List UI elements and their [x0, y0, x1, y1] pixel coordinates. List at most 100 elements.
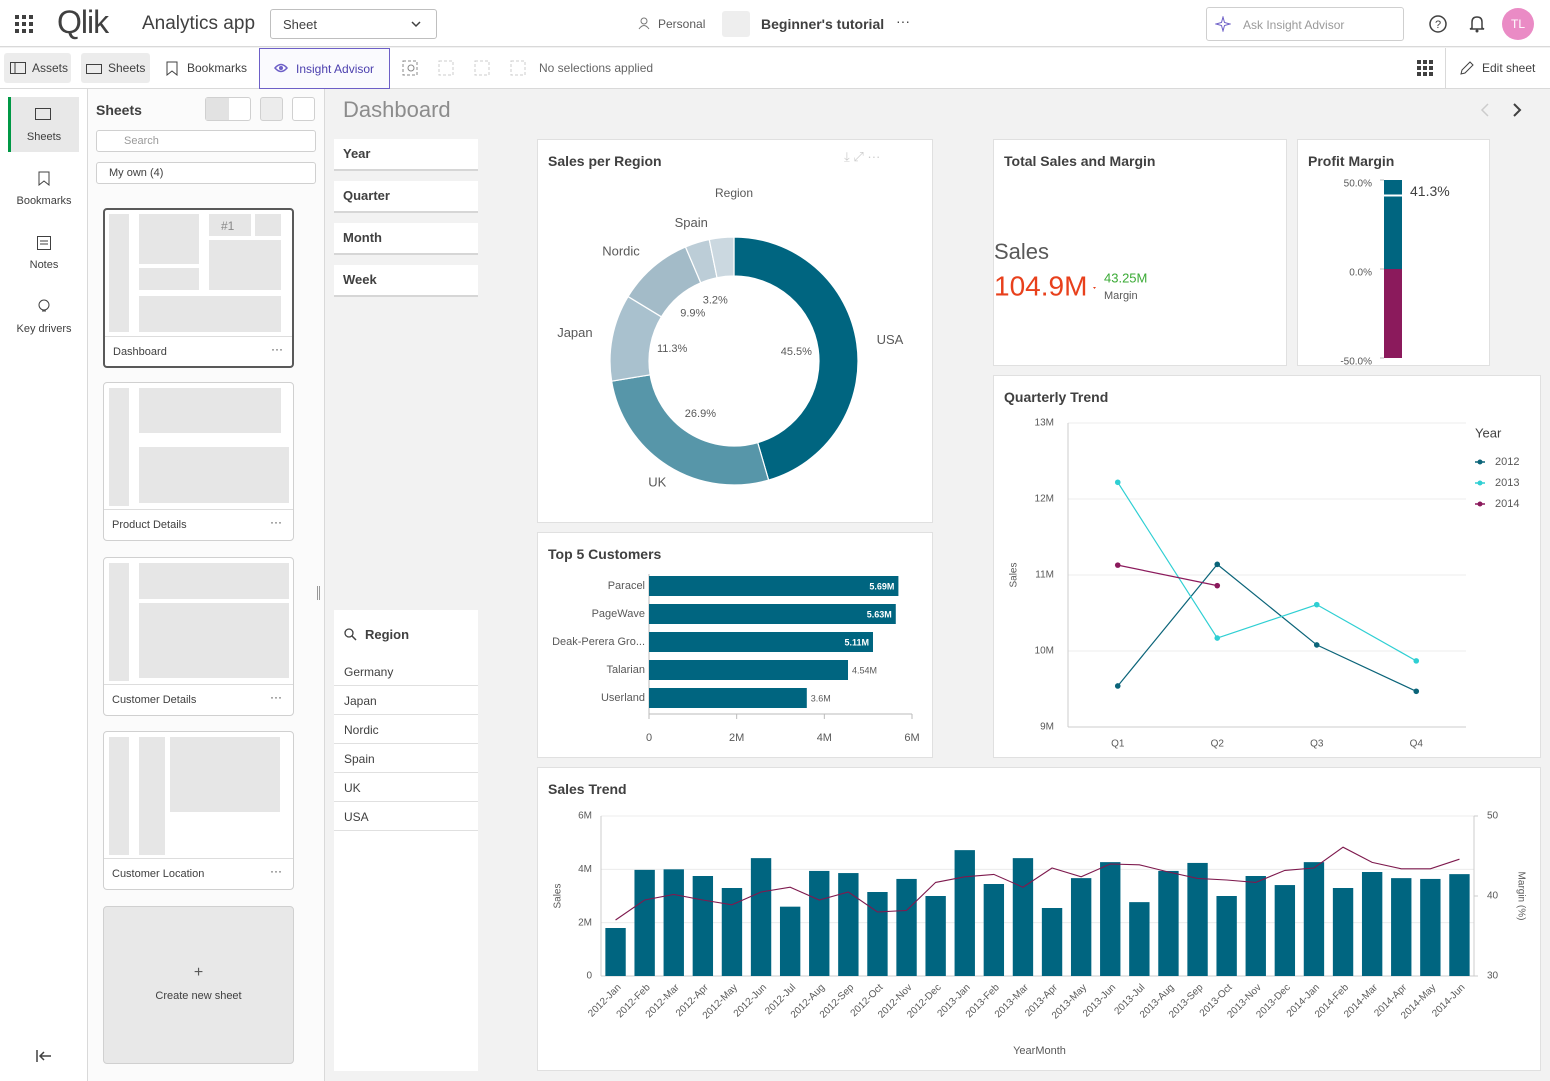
listbox-value: UK [344, 781, 361, 795]
tutorial-icon [722, 11, 750, 37]
chart-title: Sales Trend [548, 781, 627, 797]
thumb [109, 214, 129, 332]
sheet-menu[interactable]: ··· [271, 342, 283, 356]
nav-label[interactable]: Notes [29, 259, 59, 271]
avatar[interactable]: TL [1502, 8, 1534, 40]
create-sheet[interactable]: + Create new sheet [103, 906, 294, 1064]
more-menu[interactable]: ··· [896, 13, 910, 29]
avatar-initials: TL [1510, 17, 1525, 31]
sheet-nav[interactable] [1478, 102, 1528, 118]
panel-search[interactable]: Search [96, 130, 316, 152]
expand-button[interactable] [292, 97, 315, 121]
chart-card: Quarterly Trend [993, 375, 1541, 758]
sheets-panel: Sheets Search My own (4) #1 Dashboard ··… [88, 89, 325, 1081]
help-icon[interactable]: ? [1429, 15, 1447, 33]
panel-title: Sheets [96, 102, 142, 118]
search-box[interactable]: Ask Insight Advisor [1206, 7, 1404, 41]
thumb [109, 563, 129, 681]
chevron [411, 21, 421, 28]
divider [104, 684, 293, 685]
chart-card: Profit Margin [1297, 139, 1490, 366]
logo[interactable]: Qlik [57, 4, 109, 40]
thumb [170, 737, 280, 812]
svg-text:?: ? [1435, 19, 1441, 31]
sheet-menu[interactable]: ··· [270, 690, 282, 704]
sheets-button[interactable]: Sheets [81, 53, 150, 83]
filter-pane[interactable]: Week [334, 265, 478, 297]
view-select[interactable]: Sheet [270, 9, 437, 39]
insight-advisor-button[interactable]: Insight Advisor [259, 48, 390, 89]
divider [1445, 48, 1446, 89]
sparkle-icon [1215, 16, 1231, 32]
nav-active[interactable] [8, 97, 79, 152]
nav-drivers-icon [38, 299, 50, 312]
view-toggle[interactable] [205, 97, 251, 121]
thumb [139, 563, 289, 599]
pin-button[interactable] [260, 97, 283, 121]
filter-label: Month [343, 230, 382, 245]
sheets-icon [86, 64, 102, 74]
assets-button[interactable]: Assets [4, 53, 71, 83]
sheet-card[interactable]: #1 Dashboard ··· [103, 208, 294, 368]
resize-handle[interactable] [317, 586, 320, 600]
thumb: #1 [209, 214, 251, 236]
chart-card: Top 5 Customers [537, 532, 933, 758]
edit-sheet-button[interactable]: Edit sheet [1446, 48, 1550, 89]
chart-card: Total Sales and Margin [993, 139, 1287, 366]
thumb [139, 603, 289, 678]
sheet-menu[interactable]: ··· [270, 515, 282, 529]
space: Personal [658, 17, 706, 31]
filter-pane[interactable]: Month [334, 223, 478, 255]
apps-icon[interactable] [15, 15, 33, 33]
filter-label: Quarter [343, 188, 390, 203]
assets-icon [10, 62, 26, 74]
thumb [139, 214, 199, 264]
collapse-icon[interactable] [36, 1050, 52, 1062]
sheet-name: Customer Location [112, 868, 205, 880]
filter-pane[interactable]: Quarter [334, 181, 478, 213]
chart-title: Total Sales and Margin [1004, 153, 1156, 169]
listbox-row[interactable]: Germany [334, 657, 478, 686]
filter-select-text: My own (4) [109, 167, 164, 179]
search-placeholder: Ask Insight Advisor [1243, 18, 1345, 32]
grid-view[interactable] [206, 98, 229, 120]
nav-label[interactable]: Bookmarks [16, 195, 72, 207]
chart-card: Sales per Region ⤓ ⤢ ··· [537, 139, 933, 523]
bookmarks-button[interactable]: Bookmarks [160, 53, 251, 83]
sheet-card[interactable]: Customer Location ··· [103, 731, 294, 890]
listbox-row[interactable]: Nordic [334, 715, 478, 744]
sheet-menu[interactable]: ··· [270, 864, 282, 878]
thumb [255, 214, 281, 236]
edit-sheet-label: Edit sheet [1482, 61, 1536, 75]
filter-pane[interactable]: Year [334, 139, 478, 171]
bookmark-icon [166, 61, 178, 76]
chart-title: Profit Margin [1308, 153, 1395, 169]
filter-select[interactable]: My own (4) [96, 162, 316, 184]
divider [104, 509, 293, 510]
chart-tools[interactable]: ⤓ ⤢ ··· [844, 149, 881, 164]
listbox-row[interactable]: Spain [334, 744, 478, 773]
listbox-value: Nordic [344, 723, 379, 737]
thumb-text: #1 [221, 219, 235, 233]
nav-notes-icon [37, 236, 51, 250]
app-name: Analytics app [142, 13, 256, 34]
tutorial[interactable]: Beginner's tutorial [761, 16, 885, 32]
nav-label[interactable]: Key drivers [16, 323, 72, 335]
thumb [109, 737, 129, 855]
listbox-row[interactable]: USA [334, 802, 478, 831]
bell-icon[interactable] [1469, 15, 1485, 33]
filter-label: Week [343, 272, 377, 287]
bookmarks-label: Bookmarks [187, 61, 248, 75]
thumb [139, 737, 165, 855]
listbox-row[interactable]: UK [334, 773, 478, 802]
chart-title: Sales per Region [548, 153, 662, 169]
listbox-value: Spain [344, 752, 375, 766]
listbox-row[interactable]: Japan [334, 686, 478, 715]
sheet-card[interactable]: Customer Details ··· [103, 557, 294, 716]
thumb [139, 447, 289, 503]
view-select-text: Sheet [283, 17, 317, 32]
sheet-card[interactable]: Product Details ··· [103, 382, 294, 541]
grid-icon[interactable] [1417, 60, 1434, 77]
nav-label[interactable]: Sheets [26, 131, 62, 143]
